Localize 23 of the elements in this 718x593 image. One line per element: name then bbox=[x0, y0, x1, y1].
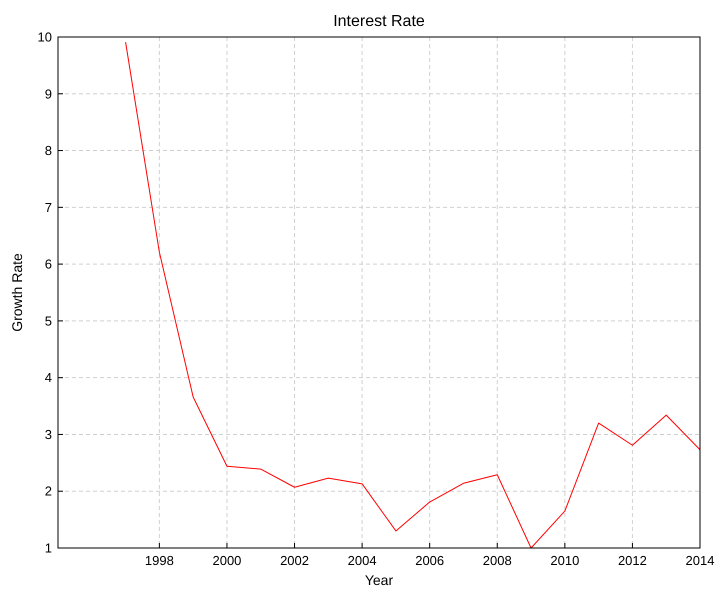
chart-title: Interest Rate bbox=[333, 13, 425, 30]
y-tick-label: 4 bbox=[44, 370, 52, 386]
x-tick-label: 2008 bbox=[482, 553, 512, 568]
y-tick-label: 8 bbox=[44, 143, 52, 158]
y-tick-label: 3 bbox=[44, 426, 52, 442]
y-tick-label: 9 bbox=[44, 86, 52, 102]
x-tick-label: 2004 bbox=[348, 553, 377, 568]
line-series bbox=[125, 42, 700, 548]
x-tick-label: 2002 bbox=[280, 553, 309, 568]
y-tick-label: 6 bbox=[44, 256, 52, 272]
y-tick-label: 5 bbox=[44, 313, 52, 328]
y-tick-label: 7 bbox=[44, 200, 52, 215]
x-axis-title: Year bbox=[364, 572, 394, 588]
y-tick-label: 2 bbox=[44, 484, 52, 499]
x-tick-label: 2000 bbox=[212, 553, 242, 568]
x-tick-label: 2006 bbox=[415, 553, 444, 568]
y-tick-label: 1 bbox=[44, 540, 52, 556]
x-tick-label: 2010 bbox=[550, 553, 580, 568]
x-tick-label: 2012 bbox=[618, 553, 647, 568]
x-tick-label: 2014 bbox=[686, 553, 714, 568]
y-tick-label: 10 bbox=[38, 30, 52, 44]
y-axis-title: Growth Rate bbox=[9, 252, 25, 332]
x-tick-label: 1998 bbox=[144, 553, 174, 568]
